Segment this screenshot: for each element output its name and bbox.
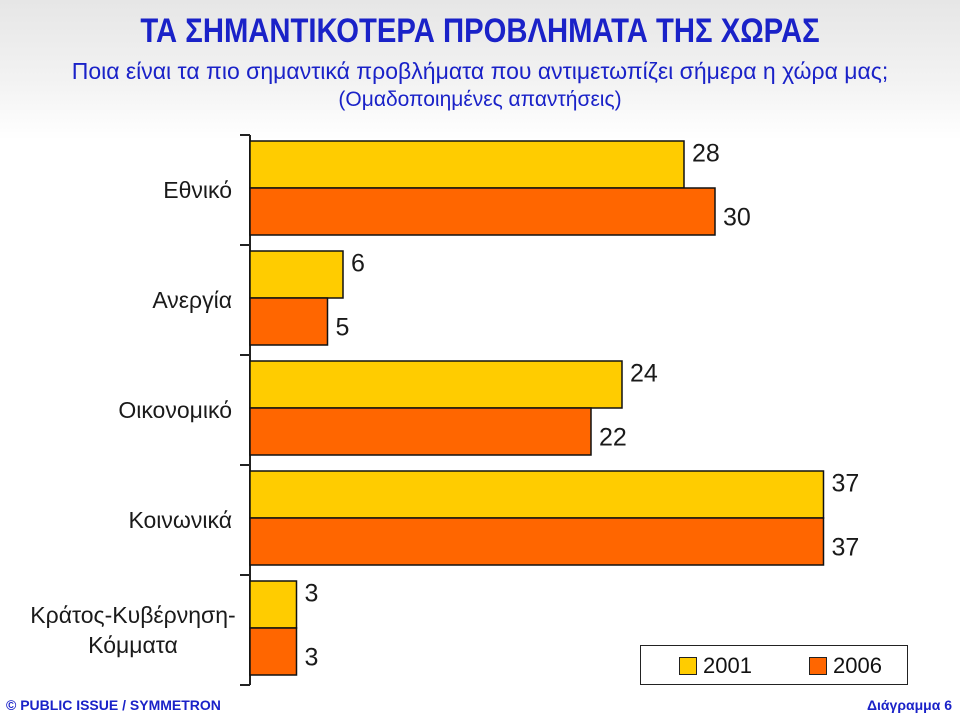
legend-swatch-2006 bbox=[809, 657, 827, 675]
category-label: Κόμματα bbox=[88, 632, 178, 658]
bar-2001 bbox=[249, 470, 825, 519]
data-label-2001: 24 bbox=[630, 360, 658, 388]
category-label: Κοινωνικά bbox=[128, 507, 232, 533]
chart-title: ΤΑ ΣΗΜΑΝΤΙΚΟΤΕΡΑ ΠΡΟΒΛΗΜΑΤΑ ΤΗΣ ΧΩΡΑΣ bbox=[140, 12, 820, 50]
data-label-2001: 6 bbox=[351, 250, 365, 278]
data-label-2006: 22 bbox=[599, 424, 627, 452]
bar-2001 bbox=[249, 140, 685, 189]
category-label: Εθνικό bbox=[163, 177, 232, 203]
data-label-2001: 3 bbox=[305, 580, 319, 608]
chart-subtitle: Ποια είναι τα πιο σημαντικά προβλήματα π… bbox=[71, 58, 889, 84]
title-band bbox=[0, 0, 960, 140]
data-label-2006: 5 bbox=[336, 314, 350, 342]
bar-2006 bbox=[249, 407, 592, 456]
data-label-2001: 28 bbox=[692, 140, 720, 168]
bar-2001 bbox=[249, 580, 298, 629]
bar-2001 bbox=[249, 250, 344, 299]
legend-label-2006: 2006 bbox=[833, 653, 882, 678]
chart-subtitle-note: (Ομαδοποιημένες απαντήσεις) bbox=[338, 88, 622, 111]
bar-2006 bbox=[249, 297, 329, 346]
data-label-2006: 37 bbox=[832, 534, 860, 562]
legend-label-2001: 2001 bbox=[703, 653, 752, 678]
data-label-2006: 30 bbox=[723, 204, 751, 232]
category-label: Κράτος-Κυβέρνηση- bbox=[30, 602, 235, 628]
legend-item-2001: 2001 bbox=[679, 653, 752, 679]
legend-item-2006: 2006 bbox=[809, 653, 882, 679]
bar-2006 bbox=[249, 187, 716, 236]
footer-figure-number: Διάγραμμα 6 bbox=[866, 697, 952, 713]
category-label: Οικονομικό bbox=[118, 397, 232, 423]
bar-2006 bbox=[249, 517, 825, 566]
legend: 2001 2006 bbox=[640, 645, 908, 685]
bar-2006 bbox=[249, 627, 298, 676]
bar-2001 bbox=[249, 360, 623, 409]
footer-copyright: © PUBLIC ISSUE / SYMMETRON bbox=[6, 697, 221, 713]
category-label: Ανεργία bbox=[152, 287, 232, 313]
data-label-2006: 3 bbox=[305, 644, 319, 672]
data-label-2001: 37 bbox=[832, 470, 860, 498]
legend-swatch-2001 bbox=[679, 657, 697, 675]
